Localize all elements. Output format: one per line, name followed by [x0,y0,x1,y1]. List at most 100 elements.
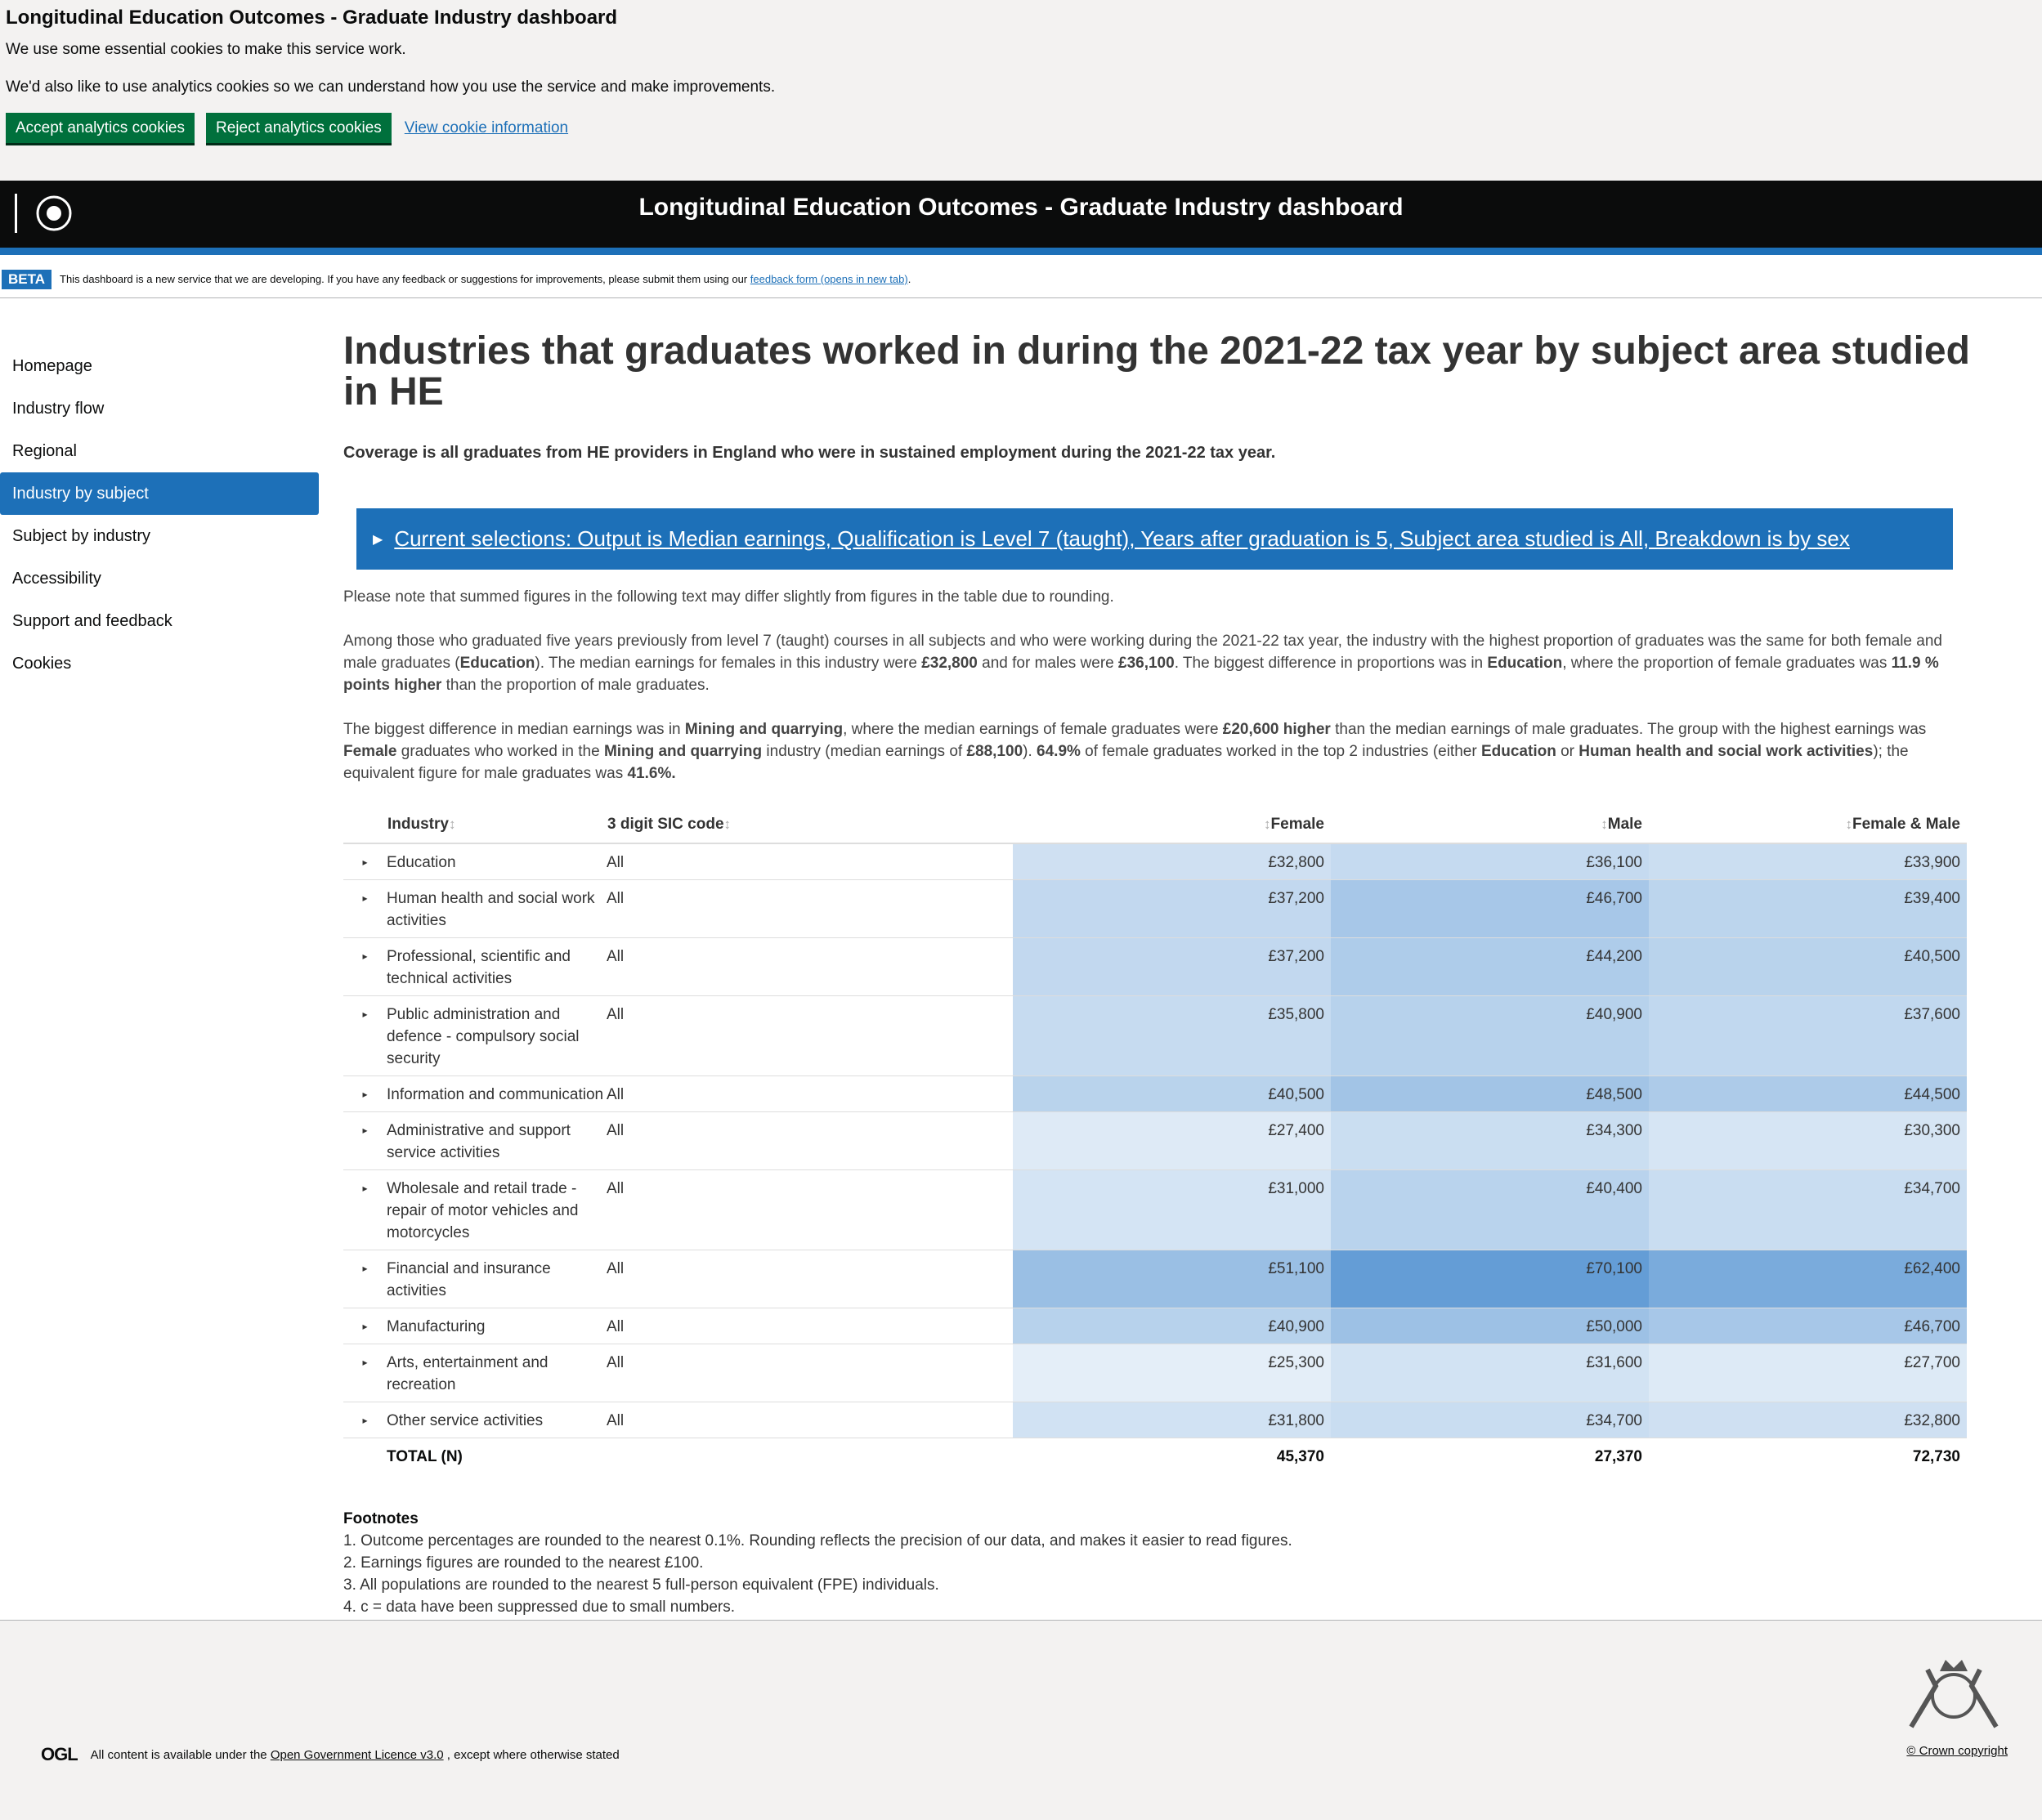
industry-cell: Professional, scientific and technical a… [387,937,607,996]
nav-item[interactable]: Support and feedback [12,612,172,630]
footnotes-title: Footnotes [343,1510,419,1527]
nav-item[interactable]: Industry by subject [0,472,319,515]
industry-cell: Arts, entertainment and recreation [387,1344,607,1402]
industry-cell: Information and communication [387,1075,607,1112]
main-content: Industries that graduates worked in duri… [319,298,1970,1786]
text-run: . The biggest difference in proportions … [1174,655,1488,672]
nav-item[interactable]: Subject by industry [12,527,150,545]
total-cell: 45,370 [1276,1448,1324,1465]
bold-run: £36,100 [1118,655,1175,672]
expand-icon[interactable]: ▸ [343,995,387,1076]
header: Longitudinal Education Outcomes - Gradua… [0,181,2042,255]
selections-toggle[interactable]: ▶ Current selections: Output is Median ea… [356,508,1953,570]
nav-item[interactable]: Industry flow [12,400,105,418]
value-cell: £25,300 [1013,1344,1331,1402]
table-row[interactable]: ▸ Education All £32,800 £36,100 £33,900 [343,843,1967,880]
expand-icon[interactable]: ▸ [343,937,387,996]
total-cell: 72,730 [1912,1448,1960,1465]
licence-link[interactable]: Open Government Licence v3.0 [270,1747,444,1762]
cookie-title: Longitudinal Education Outcomes - Gradua… [6,7,618,29]
table-row[interactable]: ▸ Administrative and support service acti… [343,1111,1967,1170]
sic-cell: All [607,937,1013,996]
value-cell: £31,000 [1013,1169,1331,1250]
table-row[interactable]: ▸ Human health and social work activities… [343,879,1967,938]
selections-text: Current selections: Output is Median ear… [394,526,1850,551]
sic-cell: All [607,843,1013,880]
expand-icon[interactable]: ▸ [343,1111,387,1170]
summary: Among those who graduated five years pre… [343,630,1970,785]
table-row[interactable]: ▸ Public administration and defence - com… [343,995,1967,1076]
total-row: TOTAL (N) 45,370 27,370 72,730 [343,1438,1967,1474]
total-cell: 27,370 [1594,1448,1642,1465]
bold-run: Mining and quarrying [684,721,844,738]
licence-text: All content is available under the Open … [91,1748,620,1762]
value-cell: £34,700 [1331,1402,1649,1438]
feedback-link[interactable]: feedback form (opens in new tab) [750,273,908,285]
table-row[interactable]: ▸ Professional, scientific and technical … [343,937,1967,996]
cookie-link[interactable]: View cookie information [404,119,569,136]
expand-icon[interactable]: ▸ [343,1250,387,1308]
value-cell: £35,800 [1013,995,1331,1076]
column-header[interactable]: ↕Female [1013,807,1331,844]
nav-item[interactable]: Accessibility [12,570,101,588]
footnote: 4. c = data have been suppressed due to … [343,1599,735,1616]
nav-item[interactable]: Cookies [12,655,72,673]
table-row[interactable]: ▸ Wholesale and retail trade - repair of … [343,1169,1967,1250]
nav-item[interactable]: Regional [12,442,77,460]
value-cell: £48,500 [1331,1075,1649,1112]
cookie-actions: Accept analytics cookies Reject analytic… [6,113,2036,143]
copyright-link[interactable]: © Crown copyright [1906,1744,2008,1758]
expand-icon[interactable]: ▸ [343,1308,387,1344]
spacer [607,1438,1013,1474]
bold-run: 64.9% [1037,743,1081,760]
header-text: Female [1270,816,1324,833]
bold-run: Human health and social work activities [1579,743,1874,760]
licence-prefix: All content is available under the [90,1747,271,1762]
footnote: 2. Earnings figures are rounded to the n… [343,1554,704,1572]
expand-icon[interactable]: ▸ [343,843,387,880]
table-row[interactable]: ▸ Information and communication All £40,500… [343,1075,1967,1112]
table-row[interactable]: ▸ Financial and insurance activities All £5… [343,1250,1967,1308]
expand-icon[interactable]: ▸ [343,879,387,938]
value-cell: £46,700 [1649,1308,1967,1344]
column-header[interactable]: Industry↕ [387,807,607,844]
bold-run: Education [1480,743,1556,760]
crown-crest [1909,1660,1999,1728]
sort-icon: ↕ [1845,816,1853,832]
nav-item[interactable]: Homepage [12,357,92,375]
value-cell: £62,400 [1649,1250,1967,1308]
beta-text: This dashboard is a new service that we … [60,273,748,285]
cookie-text: We use some essential cookies to make th… [6,41,406,58]
table-row[interactable]: ▸ Manufacturing All £40,900 £50,000 £46,700 [343,1308,1967,1344]
industry-cell: Wholesale and retail trade - repair of m… [387,1169,607,1250]
reject-button[interactable]: Reject analytics cookies [206,113,392,143]
column-header[interactable]: 3 digit SIC code↕ [607,807,1013,844]
header-text: Male [1607,816,1642,833]
table-row[interactable]: ▸ Other service activities All £31,800 £34,7… [343,1402,1967,1438]
cookie-banner: Longitudinal Education Outcomes - Gradua… [0,0,2042,181]
text-run: ). The median earnings for females in th… [535,655,922,672]
expand-icon[interactable]: ▸ [343,1402,387,1438]
total-label: TOTAL (N) [387,1448,463,1465]
industry-cell: Other service activities [387,1402,607,1438]
accept-button[interactable]: Accept analytics cookies [6,113,195,143]
beta-end: . [907,273,911,285]
column-header[interactable]: ↕Male [1331,807,1649,844]
data-table: Industry↕ 3 digit SIC code↕ ↕Female ↕Male ↕F… [343,807,1967,1473]
value-cell: £34,700 [1649,1169,1967,1250]
text-run: The biggest difference in median earning… [343,721,685,738]
industry-cell: Financial and insurance activities [387,1250,607,1308]
bold-run: £32,800 [921,655,978,672]
industry-cell: Public administration and defence - comp… [387,995,607,1076]
text-run: than the proportion of male graduates. [441,677,710,694]
table-row[interactable]: ▸ Arts, entertainment and recreation All £2… [343,1344,1967,1402]
expand-icon[interactable]: ▸ [343,1344,387,1402]
text-run: , where the proportion of female graduat… [1562,655,1892,672]
sic-cell: All [607,1111,1013,1170]
crest-logo [15,194,72,233]
expand-icon[interactable]: ▸ [343,1169,387,1250]
value-cell: £37,200 [1013,937,1331,996]
column-header[interactable]: ↕Female & Male [1649,807,1967,844]
expand-icon[interactable]: ▸ [343,1075,387,1112]
value-cell: £46,700 [1331,879,1649,938]
